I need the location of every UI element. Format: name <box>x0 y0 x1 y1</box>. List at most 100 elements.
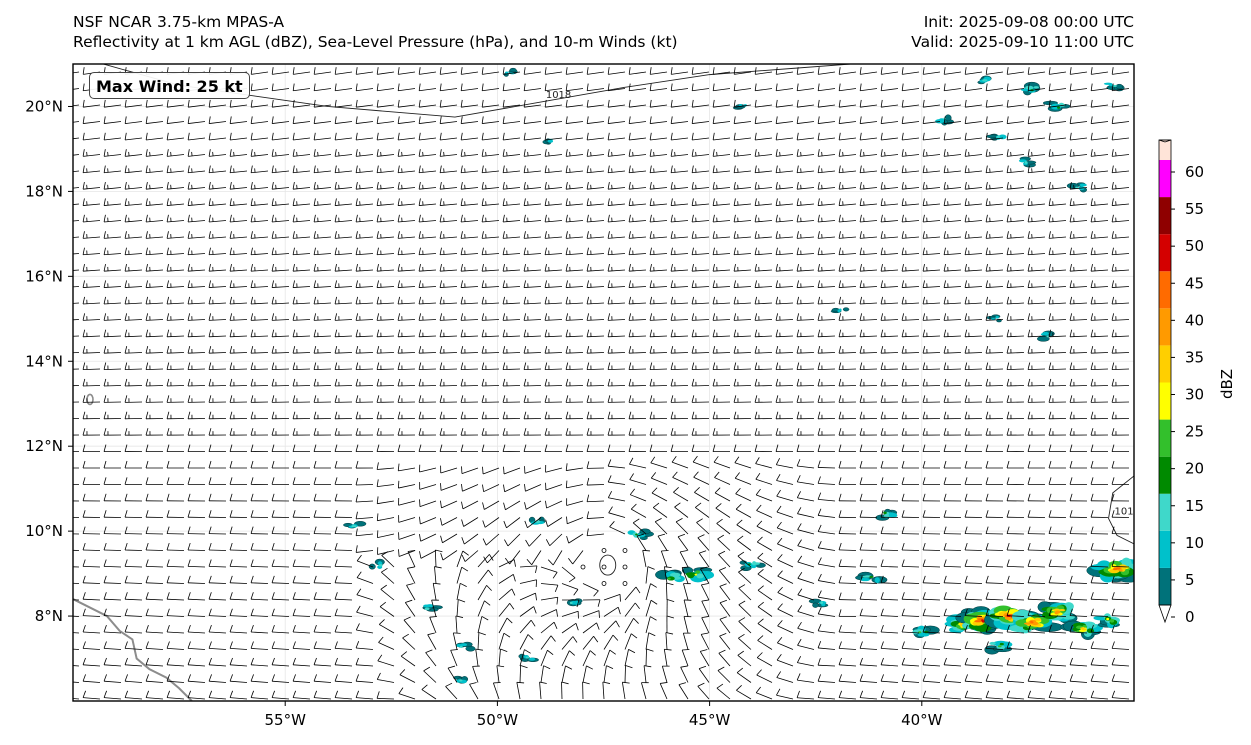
wind-barb <box>166 362 185 370</box>
wind-barb-staff <box>1091 319 1109 321</box>
wind-barb-staff <box>713 137 731 141</box>
wind-barb <box>628 296 647 305</box>
wind-barb-flag <box>82 132 85 141</box>
wind-barb <box>1027 83 1046 92</box>
reflectivity-blob <box>1109 618 1115 623</box>
wind-barb <box>82 116 101 124</box>
wind-barb-staff <box>334 368 353 370</box>
wind-barb-flag <box>649 313 653 321</box>
wind-barb <box>649 313 668 321</box>
wind-barb <box>103 247 122 256</box>
wind-barb-flag <box>859 149 862 157</box>
wind-barb-flag <box>670 165 673 173</box>
wind-barb <box>145 247 164 256</box>
wind-barb-staff <box>73 203 80 205</box>
wind-barb-staff <box>481 368 500 370</box>
wind-barb <box>1006 346 1025 354</box>
wind-barb-flag <box>859 99 862 108</box>
wind-barb <box>712 280 731 288</box>
wind-barb-flag <box>775 165 778 173</box>
wind-barb-staff <box>419 170 437 174</box>
wind-barb <box>124 247 143 256</box>
wind-barb-staff <box>902 104 920 108</box>
wind-barb <box>271 346 290 354</box>
wind-barb <box>985 132 1004 141</box>
wind-barb <box>355 263 374 272</box>
wind-barb-staff <box>461 269 479 272</box>
wind-barb <box>481 313 500 321</box>
wind-barb-flag <box>943 198 946 206</box>
wind-barb-staff <box>146 269 164 272</box>
wind-barb-staff <box>482 104 500 108</box>
wind-barb-flag <box>964 116 967 124</box>
wind-barb-flag <box>502 329 506 337</box>
reflectivity-cell <box>1036 330 1055 342</box>
wind-barb-staff <box>650 236 668 239</box>
wind-barb-flag <box>439 83 442 91</box>
wind-barb-flag <box>271 67 274 75</box>
wind-barb-staff <box>817 368 836 370</box>
wind-barb <box>439 346 458 354</box>
wind-barb-staff <box>503 236 521 239</box>
wind-barb <box>481 67 500 75</box>
wind-barb <box>187 132 206 141</box>
wind-barb-flag <box>964 165 967 173</box>
wind-barb-staff <box>881 236 899 239</box>
wind-barb-staff <box>503 71 521 75</box>
wind-barb-staff <box>922 352 941 354</box>
reflectivity-blob <box>696 573 704 579</box>
wind-barb-flag <box>460 116 463 124</box>
wind-barb-staff <box>503 302 521 305</box>
wind-barb <box>565 198 584 206</box>
wind-barb-flag <box>1069 280 1072 288</box>
wind-barb-flag <box>901 67 904 75</box>
wind-barb <box>628 313 647 321</box>
wind-barb-flag <box>628 346 632 354</box>
wind-barb-flag <box>1090 247 1093 255</box>
wind-barb-staff <box>713 121 731 124</box>
wind-barb <box>145 99 164 108</box>
reflectivity-blob <box>505 71 509 74</box>
wind-barb <box>187 99 206 108</box>
wind-barb <box>565 149 584 157</box>
wind-barb-staff <box>797 302 815 305</box>
wind-barb-flag <box>607 149 610 157</box>
wind-barb <box>439 132 458 141</box>
wind-barb-flag <box>523 181 526 190</box>
wind-barb-staff <box>713 203 731 206</box>
reflectivity-cell <box>1103 82 1125 92</box>
wind-barb <box>1090 263 1109 272</box>
wind-barb <box>397 329 416 338</box>
wind-barb-staff <box>251 121 269 124</box>
wind-barb-flag <box>166 362 170 370</box>
wind-barb-flag <box>901 116 904 124</box>
wind-barb-staff <box>734 319 752 321</box>
wind-barb-staff <box>776 286 794 288</box>
wind-barb-flag <box>838 263 841 272</box>
wind-barb-flag <box>292 116 295 124</box>
wind-barb-staff <box>986 104 1004 108</box>
wind-barb <box>1090 280 1109 288</box>
wind-barb-staff <box>607 335 626 338</box>
wind-barb-staff <box>398 269 416 272</box>
wind-barb-staff <box>986 286 1004 288</box>
wind-barb <box>922 263 941 272</box>
wind-barb-flag <box>922 214 925 223</box>
wind-barb-staff <box>629 236 647 239</box>
wind-barb-flag <box>901 329 905 337</box>
wind-barb-flag <box>187 362 191 370</box>
wind-barb-staff <box>503 88 521 92</box>
wind-barb <box>397 116 416 124</box>
wind-barb-flag <box>62 248 63 255</box>
wind-barb-staff <box>671 187 689 190</box>
wind-barb <box>586 214 605 223</box>
wind-barb-staff <box>545 203 563 206</box>
wind-barb <box>775 214 794 223</box>
wind-barb <box>313 116 332 124</box>
wind-barb-staff <box>986 203 1004 206</box>
wind-barb <box>292 181 311 190</box>
wind-barb-staff <box>671 220 689 223</box>
wind-barb-staff <box>608 121 626 124</box>
wind-barb-staff <box>965 121 983 124</box>
wind-barb-staff <box>167 187 185 190</box>
